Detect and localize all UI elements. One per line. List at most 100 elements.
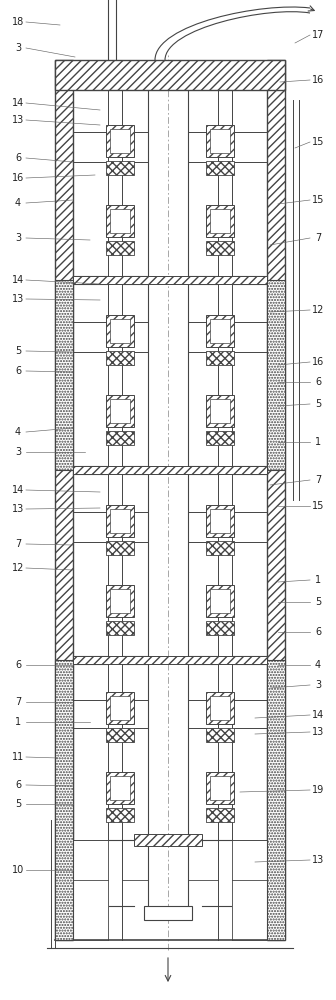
Text: 5: 5 [315,399,321,409]
Bar [106,351,134,365]
Bar [210,696,230,720]
Bar [206,621,234,635]
Bar [73,840,108,940]
Bar [106,621,134,635]
Text: 7: 7 [315,233,321,243]
Bar [106,692,134,724]
Text: 16: 16 [312,75,324,85]
Bar [106,431,134,445]
Bar [106,161,134,175]
Text: 15: 15 [312,137,324,147]
Bar [206,315,234,347]
Text: 5: 5 [15,346,21,356]
Text: 14: 14 [12,98,24,108]
Bar [110,589,130,613]
Bar [106,241,134,255]
Bar [206,808,234,822]
Text: 6: 6 [15,660,21,670]
Text: 19: 19 [312,785,324,795]
Bar [73,276,267,284]
Bar [110,399,130,423]
Text: 13: 13 [12,294,24,304]
Bar [206,431,234,445]
Text: 4: 4 [15,198,21,208]
Text: 5: 5 [315,597,321,607]
Text: 13: 13 [12,115,24,125]
Bar [206,772,234,804]
Text: 12: 12 [312,305,324,315]
Bar [55,60,285,90]
Bar [110,509,130,533]
Bar [106,315,134,347]
Bar [206,728,234,742]
Text: 7: 7 [315,475,321,485]
Bar [55,660,73,940]
Bar [206,125,234,157]
Bar [267,280,285,470]
Text: 6: 6 [15,780,21,790]
Bar [210,129,230,153]
Bar [206,161,234,175]
Text: 3: 3 [15,447,21,457]
Bar [206,585,234,617]
Bar [106,505,134,537]
Bar [55,280,73,470]
Bar [110,209,130,233]
Bar [106,125,134,157]
Bar [106,772,134,804]
Bar [110,696,130,720]
Bar [206,692,234,724]
Bar [73,656,267,664]
Bar [267,660,285,940]
Bar [206,505,234,537]
Bar [106,205,134,237]
Text: 3: 3 [15,233,21,243]
Bar [106,728,134,742]
Text: 17: 17 [312,30,324,40]
Text: 14: 14 [312,710,324,720]
Bar [210,399,230,423]
Text: 15: 15 [312,195,324,205]
Text: 5: 5 [15,799,21,809]
Bar [206,241,234,255]
Bar [110,319,130,343]
Text: 13: 13 [312,855,324,865]
Text: 7: 7 [15,539,21,549]
Text: 11: 11 [12,752,24,762]
Text: 6: 6 [15,153,21,163]
Bar [106,395,134,427]
Text: 1: 1 [315,437,321,447]
Text: 16: 16 [312,357,324,367]
Bar [134,834,202,846]
Bar [206,351,234,365]
Text: 13: 13 [312,727,324,737]
Text: 16: 16 [12,173,24,183]
Bar [106,808,134,822]
Text: 4: 4 [15,427,21,437]
Bar [206,395,234,427]
Bar [210,589,230,613]
Bar [106,585,134,617]
Bar [73,466,267,474]
Bar [144,906,192,920]
Text: 7: 7 [15,697,21,707]
Bar [206,541,234,555]
Text: 3: 3 [15,43,21,53]
Bar [206,205,234,237]
Text: 6: 6 [15,366,21,376]
Text: 12: 12 [12,563,24,573]
Text: 14: 14 [12,275,24,285]
Text: 18: 18 [12,17,24,27]
Bar [110,129,130,153]
Text: 3: 3 [315,680,321,690]
Bar [232,840,267,940]
Bar [210,209,230,233]
Bar [55,60,73,940]
Text: 1: 1 [315,575,321,585]
Bar [210,319,230,343]
Bar [110,776,130,800]
Bar [210,509,230,533]
Text: 15: 15 [312,501,324,511]
Text: 6: 6 [315,377,321,387]
Bar [210,776,230,800]
